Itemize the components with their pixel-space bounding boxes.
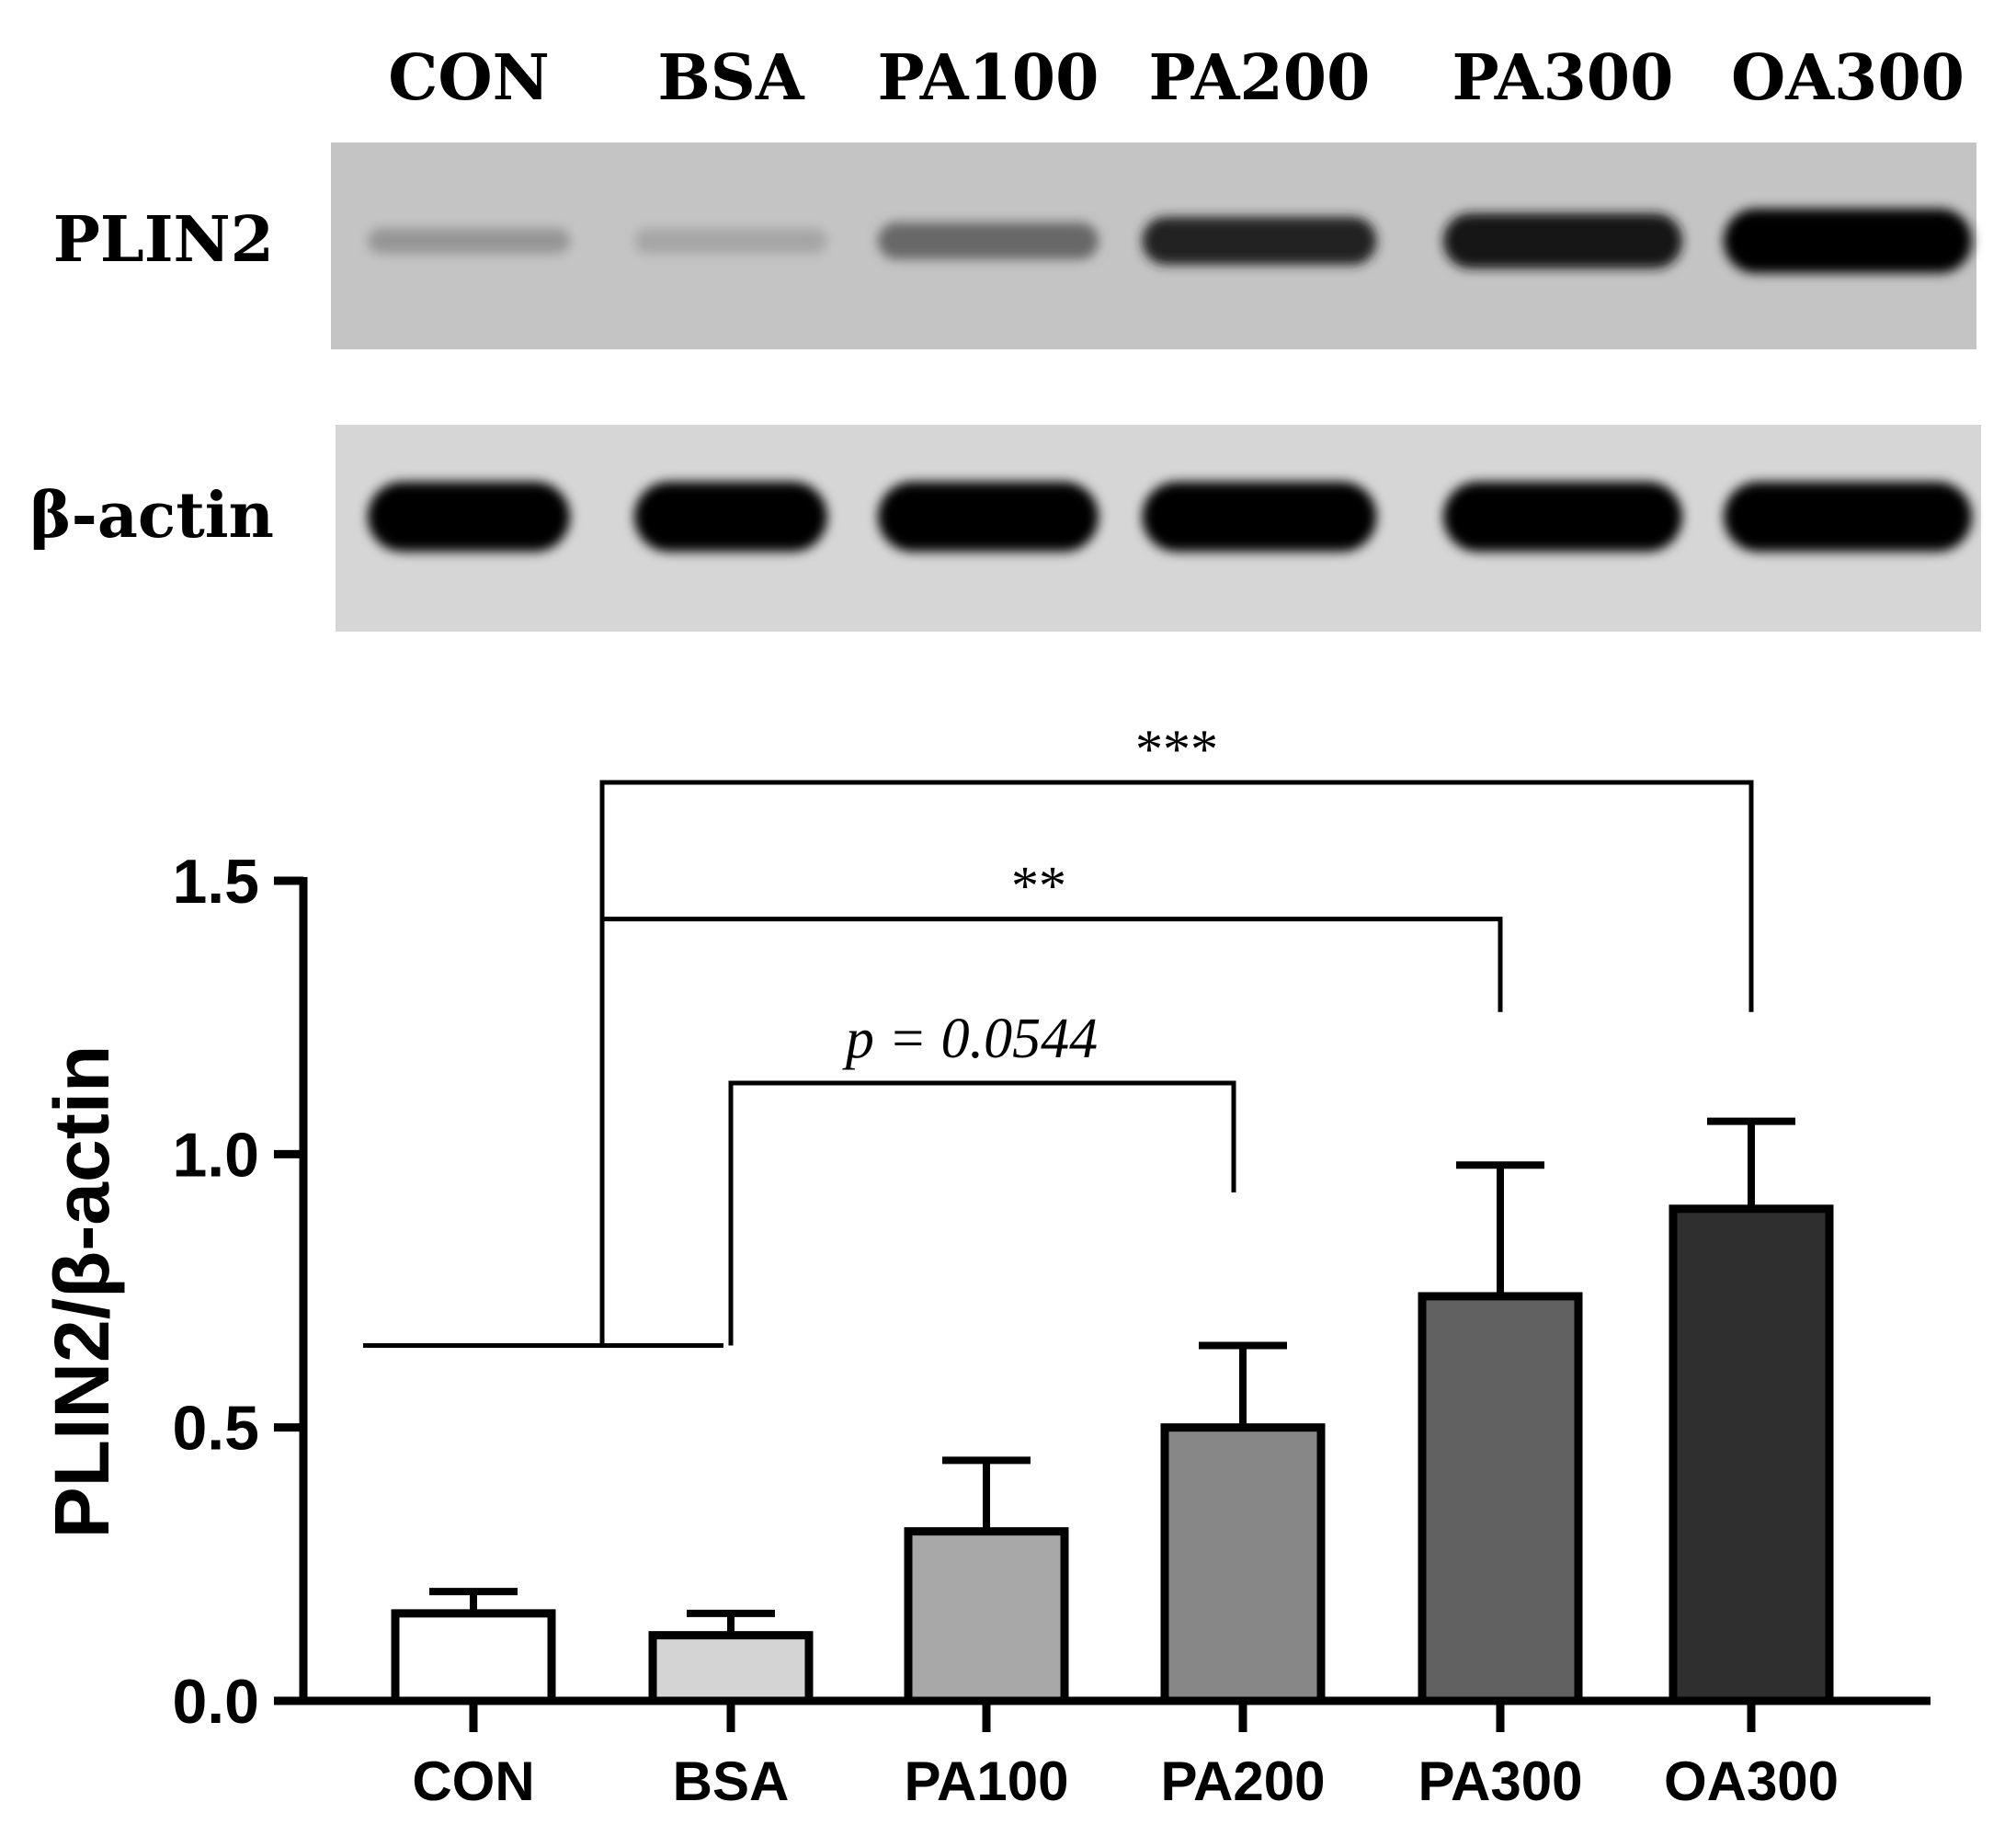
bar-chart-panel: PLIN2/β-actin 0.0 0.5 1.0 1.5 CON BSA PA100 PA20… (39, 719, 1931, 1812)
significance-label: *** (1135, 719, 1218, 780)
bar (1418, 1292, 1583, 1705)
blot-band (634, 482, 827, 552)
blot-lane-label: PA300 (1452, 41, 1674, 115)
blot-lane-label: OA300 (1731, 41, 1965, 115)
y-tick-label: 1.0 (172, 1120, 259, 1190)
blot-band (368, 228, 570, 254)
blot-row-label: PLIN2 (53, 203, 274, 277)
blot-band (1142, 482, 1377, 552)
sig-bracket (599, 780, 1754, 1346)
y-tick-label: 1.5 (172, 847, 259, 917)
x-tick-label: PA200 (1160, 1750, 1325, 1812)
bar (904, 1527, 1069, 1705)
sig-bracket (602, 917, 1503, 1012)
x-tick-label: PA300 (1418, 1750, 1582, 1812)
significance-label: p = 0.0544 (842, 1008, 1098, 1070)
blot-band (1443, 213, 1682, 268)
significance-label: ** (1011, 856, 1066, 917)
western-blot-panel: CON BSA PA100 PA200 PA300 OA300 PLIN2 β-actin (29, 41, 1981, 632)
y-tick-label: 0.5 (172, 1394, 259, 1464)
bar (648, 1631, 814, 1705)
blot-band (878, 222, 1099, 259)
blot-lane-label: BSA (657, 41, 805, 115)
blot-band (634, 228, 827, 254)
blot-lane-label: CON (388, 41, 550, 115)
blot-band (1724, 209, 1972, 273)
blot-band (878, 482, 1099, 552)
blot-lane-label: PA200 (1149, 41, 1371, 115)
y-axis-label: PLIN2/β-actin (39, 1045, 125, 1539)
blot-lane-label: PA100 (878, 41, 1099, 115)
blot-row-label: β-actin (29, 479, 274, 553)
blot-band (1724, 482, 1972, 552)
blot-band (1443, 482, 1682, 552)
blot-band (368, 482, 570, 552)
x-tick-label: CON (412, 1750, 534, 1812)
blot-band (1142, 217, 1377, 265)
x-tick-label: BSA (673, 1750, 790, 1812)
x-tick-label: OA300 (1664, 1750, 1839, 1812)
sig-bracket (728, 1080, 1236, 1346)
y-tick-label: 0.0 (172, 1667, 259, 1737)
x-tick-label: PA100 (904, 1750, 1068, 1812)
bar (1160, 1423, 1326, 1705)
bar (1669, 1204, 1834, 1705)
bar (391, 1609, 556, 1705)
